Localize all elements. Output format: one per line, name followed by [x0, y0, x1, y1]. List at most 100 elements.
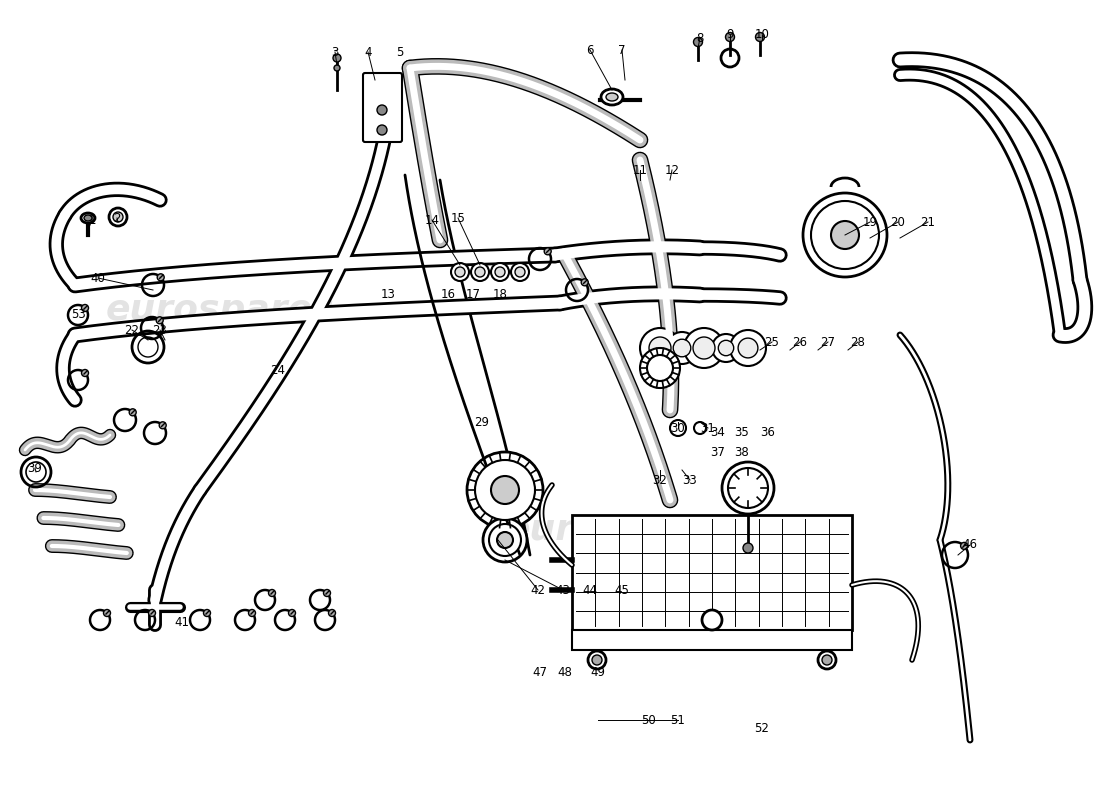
Text: 9: 9	[726, 29, 734, 42]
Text: 23: 23	[153, 323, 167, 337]
Text: 26: 26	[792, 335, 807, 349]
Circle shape	[113, 212, 123, 222]
Circle shape	[81, 305, 88, 311]
Text: 7: 7	[618, 43, 626, 57]
Text: 25: 25	[764, 335, 780, 349]
Text: 5: 5	[396, 46, 404, 58]
Circle shape	[288, 610, 296, 617]
Ellipse shape	[84, 215, 92, 221]
Circle shape	[718, 340, 734, 356]
Circle shape	[103, 610, 110, 617]
Circle shape	[726, 33, 735, 42]
Text: 51: 51	[671, 714, 685, 726]
Circle shape	[722, 462, 774, 514]
Text: 47: 47	[532, 666, 548, 678]
Circle shape	[160, 422, 166, 429]
Text: 3: 3	[331, 46, 339, 58]
Text: 37: 37	[711, 446, 725, 458]
Text: 29: 29	[474, 415, 490, 429]
Circle shape	[738, 338, 758, 358]
Circle shape	[588, 651, 606, 669]
Ellipse shape	[606, 93, 618, 101]
Text: 45: 45	[615, 583, 629, 597]
Text: 20: 20	[891, 215, 905, 229]
Circle shape	[323, 590, 330, 597]
Circle shape	[451, 263, 469, 281]
Circle shape	[693, 38, 703, 46]
Text: 27: 27	[821, 335, 836, 349]
Text: 10: 10	[755, 29, 769, 42]
Text: 14: 14	[425, 214, 440, 226]
Text: 53: 53	[70, 309, 86, 322]
Text: 17: 17	[465, 289, 481, 302]
Circle shape	[640, 328, 680, 368]
Text: 36: 36	[760, 426, 775, 438]
Circle shape	[693, 337, 715, 359]
Circle shape	[515, 267, 525, 277]
Circle shape	[377, 125, 387, 135]
Ellipse shape	[601, 89, 623, 105]
Circle shape	[156, 317, 163, 324]
Circle shape	[377, 105, 387, 115]
Text: 4: 4	[364, 46, 372, 58]
Text: 50: 50	[640, 714, 656, 726]
FancyBboxPatch shape	[363, 73, 402, 142]
Text: 38: 38	[735, 446, 749, 458]
Circle shape	[756, 33, 764, 42]
Circle shape	[475, 460, 535, 520]
Circle shape	[742, 543, 754, 553]
Text: 21: 21	[921, 215, 935, 229]
Text: 46: 46	[962, 538, 978, 551]
Ellipse shape	[81, 213, 95, 223]
Text: eurospares: eurospares	[506, 513, 735, 547]
Circle shape	[455, 267, 465, 277]
Circle shape	[960, 542, 968, 550]
Circle shape	[475, 267, 485, 277]
Circle shape	[592, 655, 602, 665]
Circle shape	[495, 267, 505, 277]
Circle shape	[803, 193, 887, 277]
Circle shape	[670, 420, 686, 436]
Text: 35: 35	[735, 426, 749, 438]
Circle shape	[684, 328, 724, 368]
Circle shape	[81, 370, 88, 377]
Text: 22: 22	[124, 323, 140, 337]
Text: 24: 24	[271, 363, 286, 377]
Text: 12: 12	[664, 163, 680, 177]
Circle shape	[491, 263, 509, 281]
Text: 6: 6	[586, 43, 594, 57]
Circle shape	[647, 355, 673, 381]
Text: 2: 2	[113, 211, 121, 225]
Circle shape	[712, 334, 740, 362]
Circle shape	[329, 610, 336, 617]
Circle shape	[333, 54, 341, 62]
Text: 19: 19	[862, 215, 878, 229]
Circle shape	[109, 208, 126, 226]
Text: 43: 43	[556, 583, 571, 597]
Circle shape	[471, 263, 490, 281]
Circle shape	[640, 348, 680, 388]
Text: 41: 41	[175, 615, 189, 629]
Text: 8: 8	[696, 31, 704, 45]
Text: 49: 49	[591, 666, 605, 678]
Text: 40: 40	[90, 271, 106, 285]
Text: 18: 18	[493, 289, 507, 302]
Text: 16: 16	[440, 289, 455, 302]
Circle shape	[148, 610, 155, 617]
Circle shape	[483, 518, 527, 562]
Circle shape	[830, 221, 859, 249]
Circle shape	[649, 337, 671, 359]
Circle shape	[818, 651, 836, 669]
Text: 39: 39	[28, 462, 43, 474]
Circle shape	[204, 610, 210, 617]
Circle shape	[694, 422, 706, 434]
Circle shape	[334, 65, 340, 71]
Text: 44: 44	[583, 583, 597, 597]
Circle shape	[822, 655, 832, 665]
Text: 48: 48	[558, 666, 572, 678]
Circle shape	[730, 330, 766, 366]
Bar	[572, 630, 852, 650]
Text: 28: 28	[850, 335, 866, 349]
Circle shape	[497, 532, 513, 548]
Circle shape	[468, 452, 543, 528]
